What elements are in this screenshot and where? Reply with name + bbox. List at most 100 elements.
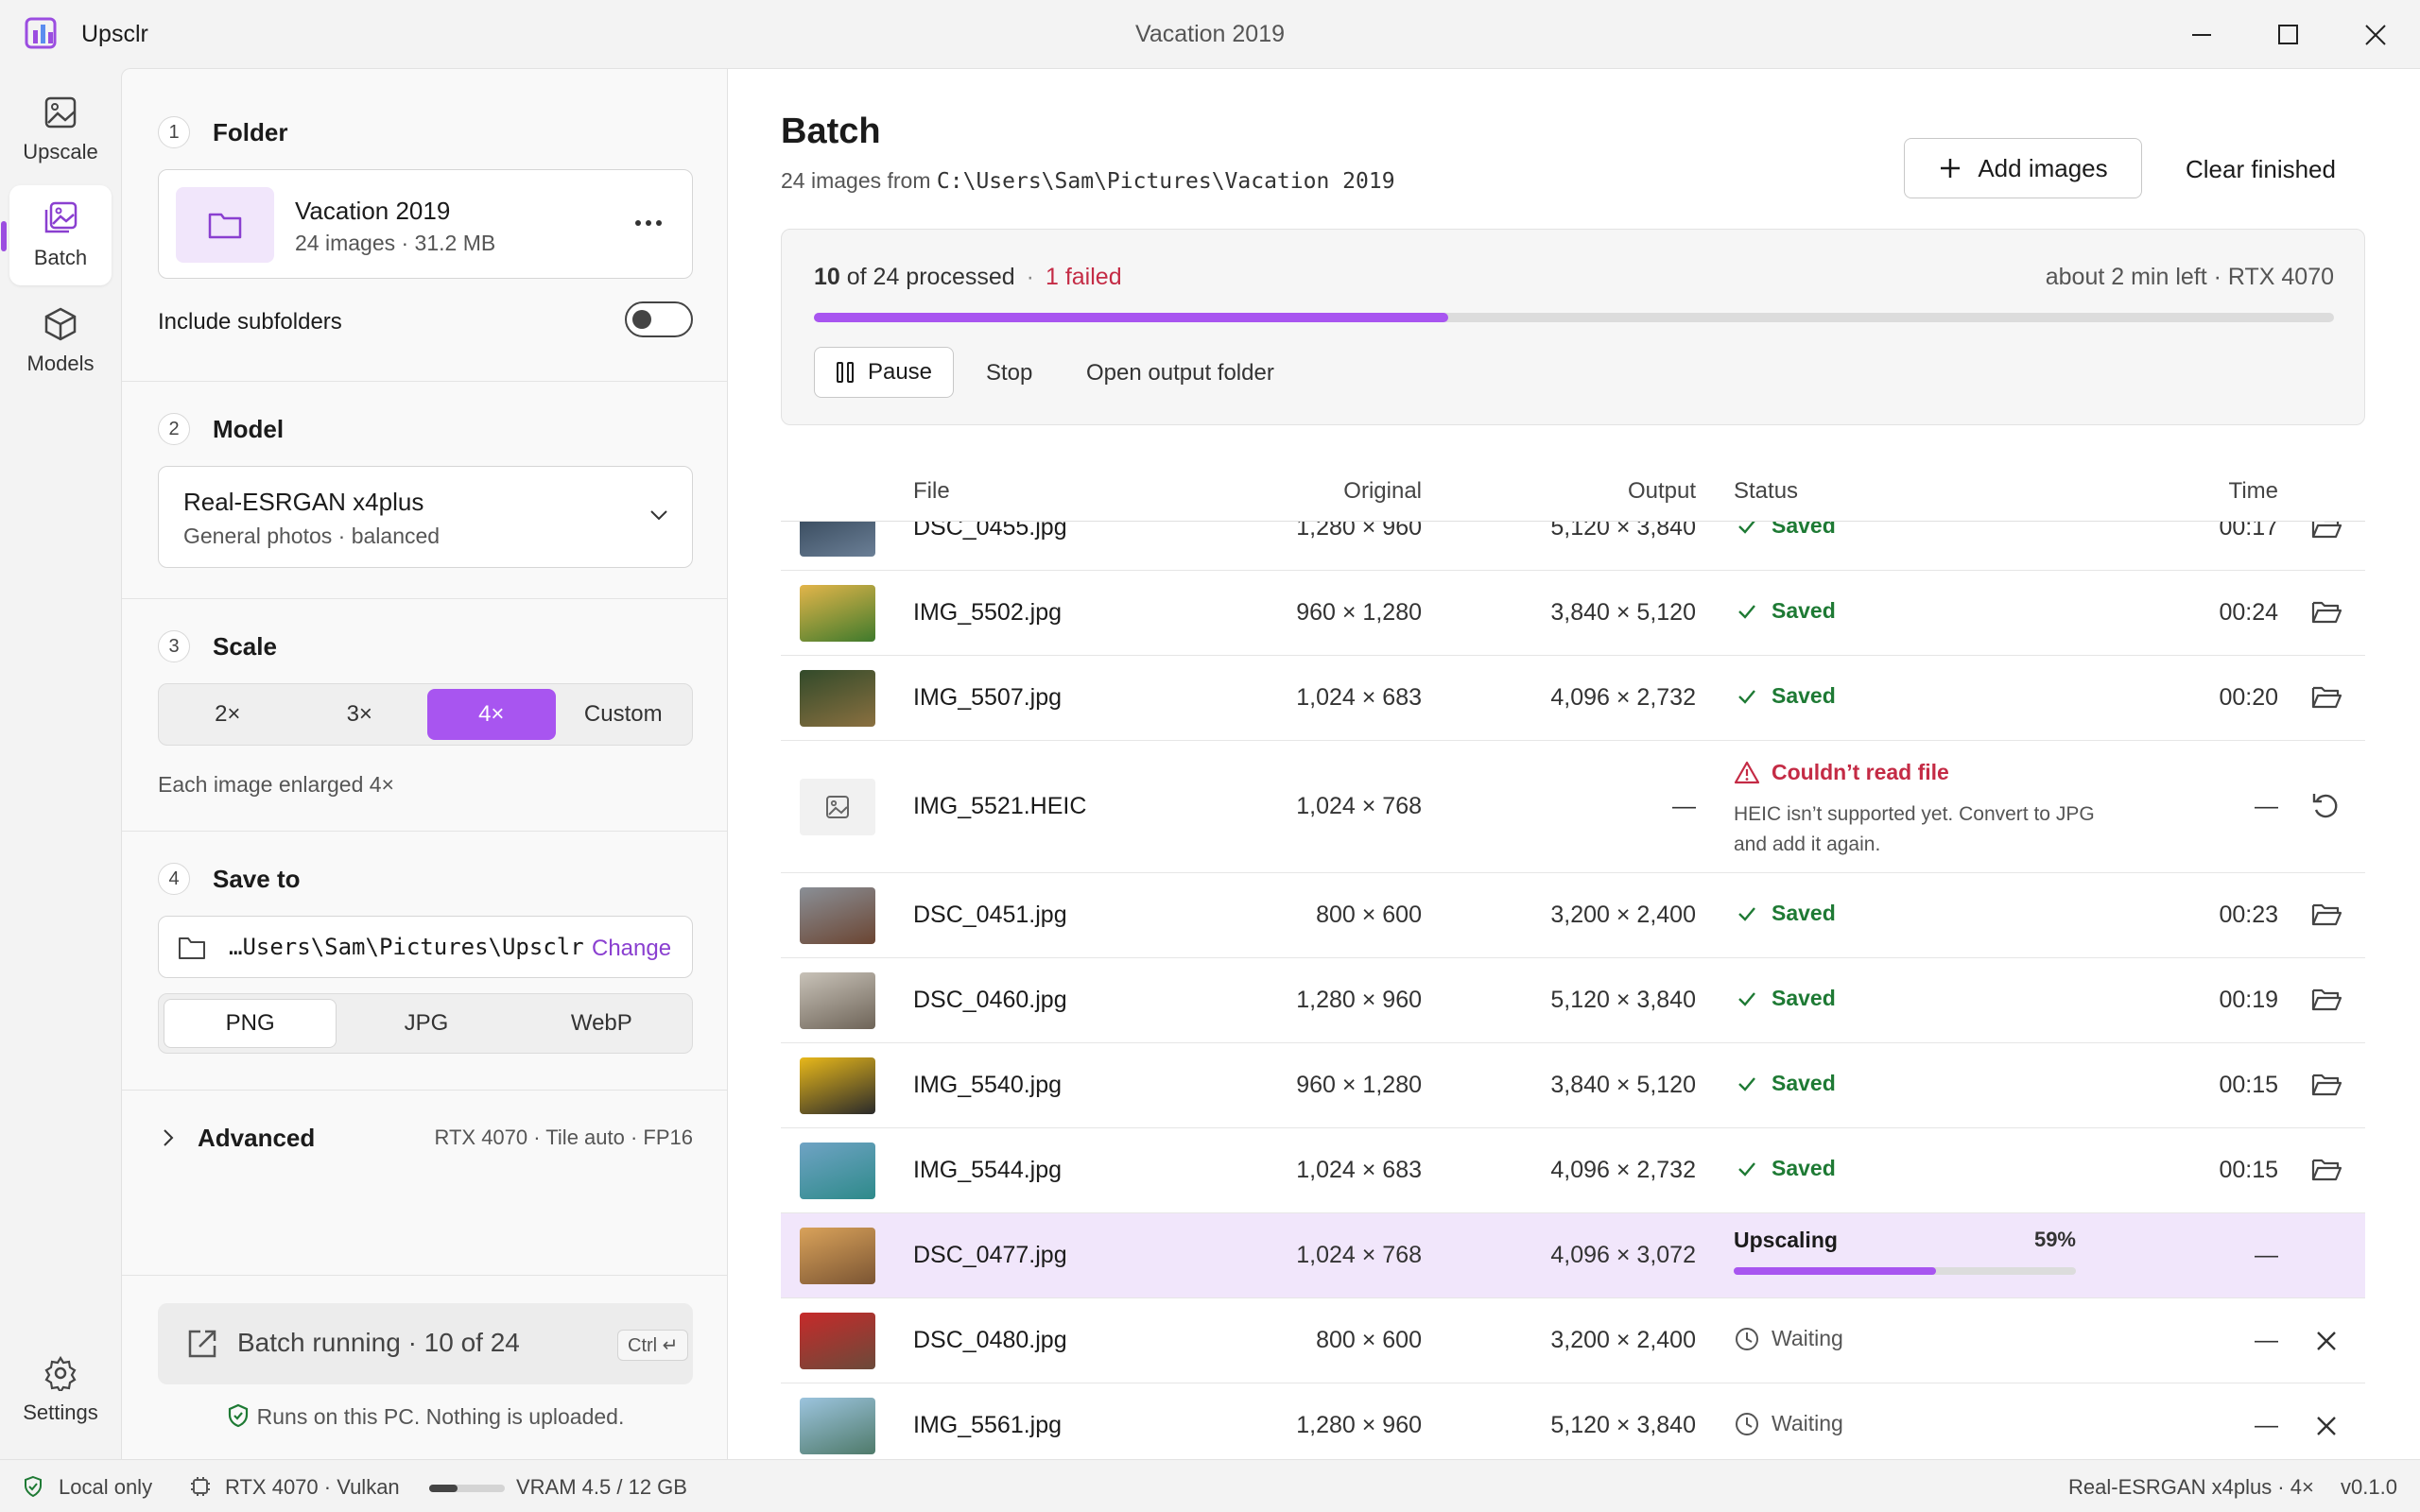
- output-size: 5,120 × 3,840: [1550, 522, 1696, 541]
- change-path-button[interactable]: Change: [592, 936, 672, 961]
- folder-open-icon[interactable]: [2310, 597, 2342, 629]
- format-webp[interactable]: WebP: [570, 1010, 632, 1036]
- file-name: DSC_0451.jpg: [913, 902, 1067, 928]
- status-text: Waiting: [1772, 1326, 1843, 1350]
- file-name: IMG_5540.jpg: [913, 1072, 1063, 1098]
- privacy-note: Runs on this PC. Nothing is uploaded.: [158, 1403, 693, 1430]
- version-label: v0.1.0: [2341, 1475, 2397, 1499]
- table-row: IMG_5502.jpg 960 × 1,280 3,840 × 5,120 Save…: [781, 571, 2365, 656]
- folder-meta: 24 images · 31.2 MB: [295, 231, 496, 255]
- original-size: 1,280 × 960: [1296, 522, 1422, 541]
- minimize-icon[interactable]: [2189, 23, 2214, 47]
- nav-upscale[interactable]: Upscale: [9, 79, 112, 180]
- file-thumbnail: [800, 1228, 875, 1284]
- clear-finished-button[interactable]: Clear finished: [2186, 155, 2336, 183]
- batch-progress-fill: [814, 313, 1448, 322]
- scale-option-custom[interactable]: Custom: [583, 701, 663, 727]
- output-size: 5,120 × 3,840: [1550, 1412, 1696, 1438]
- more-icon[interactable]: [633, 217, 664, 229]
- shield-check-icon: [228, 1403, 248, 1428]
- open-output-button[interactable]: Open output folder: [1086, 360, 1274, 386]
- model-select[interactable]: Real-ESRGAN x4plus General photos · bala…: [158, 466, 693, 568]
- check-icon: [1738, 907, 1755, 921]
- pause-button[interactable]: Pause: [814, 347, 954, 398]
- retry-icon[interactable]: [2310, 791, 2342, 823]
- output-size: 3,200 × 2,400: [1550, 902, 1696, 928]
- external-icon: [188, 1330, 216, 1358]
- nav-batch-label: Batch: [33, 246, 88, 269]
- scale-option-3x[interactable]: 3×: [346, 701, 372, 727]
- status-text: Waiting: [1772, 1411, 1843, 1435]
- close-icon[interactable]: [2310, 1410, 2342, 1442]
- file-thumbnail: [800, 779, 875, 835]
- save-path-field[interactable]: …Users\Sam\Pictures\Upsclr Change: [158, 916, 693, 978]
- status-text: Saved: [1772, 683, 1836, 708]
- file-thumbnail: [800, 585, 875, 642]
- format-segmented: PNG JPG WebP: [158, 993, 693, 1054]
- step-number: 2: [158, 413, 190, 445]
- add-images-button[interactable]: Add images: [1904, 138, 2142, 198]
- table-row: DSC_0477.jpg 1,024 × 768 4,096 × 3,072 Upsc…: [781, 1213, 2365, 1298]
- add-images-label: Add images: [1978, 153, 2108, 182]
- close-icon[interactable]: [2310, 1325, 2342, 1357]
- elapsed-time: 00:15: [2219, 1072, 2278, 1098]
- folder-open-icon[interactable]: [2310, 522, 2342, 544]
- original-size: 800 × 600: [1316, 1327, 1422, 1353]
- save-section-title: Save to: [213, 865, 301, 893]
- close-window-icon[interactable]: [2363, 23, 2388, 47]
- divider: [122, 831, 727, 832]
- scale-option-4x[interactable]: 4×: [427, 689, 556, 740]
- nav-settings[interactable]: Settings: [9, 1340, 112, 1440]
- folder-open-icon[interactable]: [2310, 1070, 2342, 1102]
- gear-icon: [44, 1355, 77, 1391]
- advanced-expander[interactable]: Advanced RTX 4070 · Tile auto · FP16: [158, 1114, 693, 1158]
- table-row: DSC_0455.jpg 1,280 × 960 5,120 × 3,840 Save…: [781, 522, 2365, 571]
- folder-open-icon[interactable]: [2310, 900, 2342, 932]
- folder-open-icon[interactable]: [2310, 985, 2342, 1017]
- elapsed-time: 00:15: [2219, 1157, 2278, 1183]
- batch-progress-track: [814, 313, 2334, 322]
- file-thumbnail: [800, 670, 875, 727]
- chip-icon: [191, 1477, 210, 1496]
- maximize-icon[interactable]: [2276, 23, 2301, 47]
- check-icon: [1738, 992, 1755, 1006]
- folder-name: Vacation 2019: [295, 197, 451, 225]
- original-size: 1,280 × 960: [1296, 1412, 1422, 1438]
- output-size: 3,840 × 5,120: [1550, 1072, 1696, 1098]
- folder-open-icon[interactable]: [2310, 682, 2342, 714]
- divider: [122, 381, 727, 382]
- advanced-label: Advanced: [198, 1124, 316, 1152]
- table-row: DSC_0480.jpg 800 × 600 3,200 × 2,400 Waitin…: [781, 1298, 2365, 1383]
- folder-open-icon[interactable]: [2310, 1155, 2342, 1187]
- elapsed-time: —: [2255, 1242, 2278, 1268]
- model-section-title: Model: [213, 415, 285, 443]
- check-icon: [1738, 605, 1755, 619]
- nav-batch[interactable]: Batch: [1, 185, 112, 285]
- page-title: Batch: [781, 112, 881, 151]
- stop-button[interactable]: Stop: [986, 360, 1033, 386]
- batch-subtitle: 24 images from C:\Users\Sam\Pictures\Vac…: [781, 168, 1395, 194]
- subfolders-toggle[interactable]: [625, 301, 693, 337]
- run-batch-button[interactable]: Batch running · 10 of 24 Ctrl ↵: [158, 1303, 693, 1384]
- scale-option-2x[interactable]: 2×: [215, 701, 241, 727]
- row-progress-fill: [1734, 1267, 1936, 1275]
- output-size: 4,096 × 2,732: [1550, 1157, 1696, 1183]
- folder-card[interactable]: Vacation 2019 24 images · 31.2 MB: [158, 169, 693, 279]
- nav-models[interactable]: Models: [9, 291, 112, 391]
- elapsed-time: —: [2255, 1327, 2278, 1353]
- subtitle-prefix: 24 images from: [781, 168, 937, 193]
- vram-fill: [429, 1485, 458, 1492]
- warning-icon: [1734, 761, 1760, 784]
- format-png[interactable]: PNG: [164, 999, 337, 1048]
- col-status: Status: [1734, 478, 1799, 504]
- file-thumbnail: [800, 972, 875, 1029]
- col-time: Time: [2228, 478, 2278, 504]
- error-detail: HEIC isn’t supported yet. Convert to JPG…: [1734, 803, 2095, 855]
- chevron-down-icon: [650, 510, 667, 521]
- advanced-summary: RTX 4070 · Tile auto · FP16: [434, 1125, 693, 1149]
- format-jpg[interactable]: JPG: [404, 1010, 449, 1036]
- check-icon: [1738, 1162, 1755, 1177]
- table-header: File Original Output Status Time: [781, 472, 2365, 522]
- progress-card: 10 of 24 processed · 1 failed about 2 min …: [781, 229, 2365, 425]
- status-text: Saved: [1772, 1071, 1836, 1095]
